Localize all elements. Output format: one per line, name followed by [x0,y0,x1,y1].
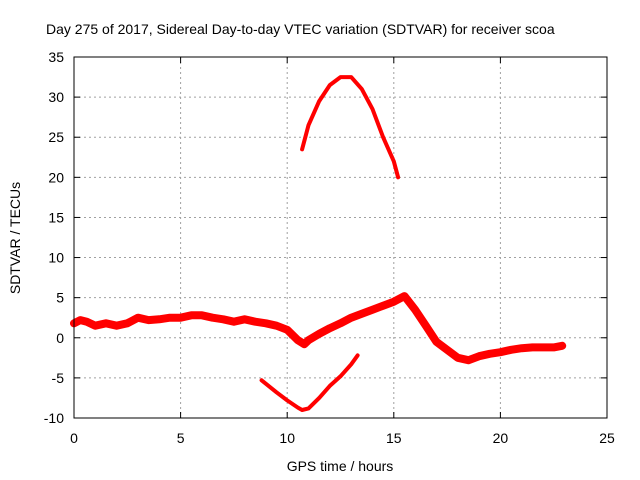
x-tick-label: 15 [386,430,402,446]
y-tick-label: 25 [48,129,64,145]
series-high-line [300,75,401,180]
series-main-line [70,292,567,365]
y-tick-label: 30 [48,89,64,105]
x-axis-label: GPS time / hours [287,458,394,474]
y-tick-label: -10 [44,410,64,426]
x-tick-label: 10 [279,430,295,446]
x-tick-label: 5 [177,430,185,446]
chart-title: Day 275 of 2017, Sidereal Day-to-day VTE… [46,21,555,37]
y-tick-label: 10 [48,250,64,266]
series-layer [70,75,567,412]
grid [74,57,607,418]
y-tick-label: 5 [56,290,64,306]
y-axis-label: SDTVAR / TECUs [7,182,23,294]
series-low-line [259,353,360,412]
y-tick-label: -5 [52,370,65,386]
y-tick-label: 0 [56,330,64,346]
x-tick-label: 20 [493,430,509,446]
y-tick-label: 35 [48,49,64,65]
plot-frame [73,56,608,419]
x-tick-label: 25 [599,430,615,446]
y-tick-label: 15 [48,209,64,225]
ticks: 0 5 10 15 20 25 -10 -5 0 5 10 15 20 25 30 35 [44,49,615,446]
x-tick-label: 0 [70,430,78,446]
y-tick-label: 20 [48,169,64,185]
